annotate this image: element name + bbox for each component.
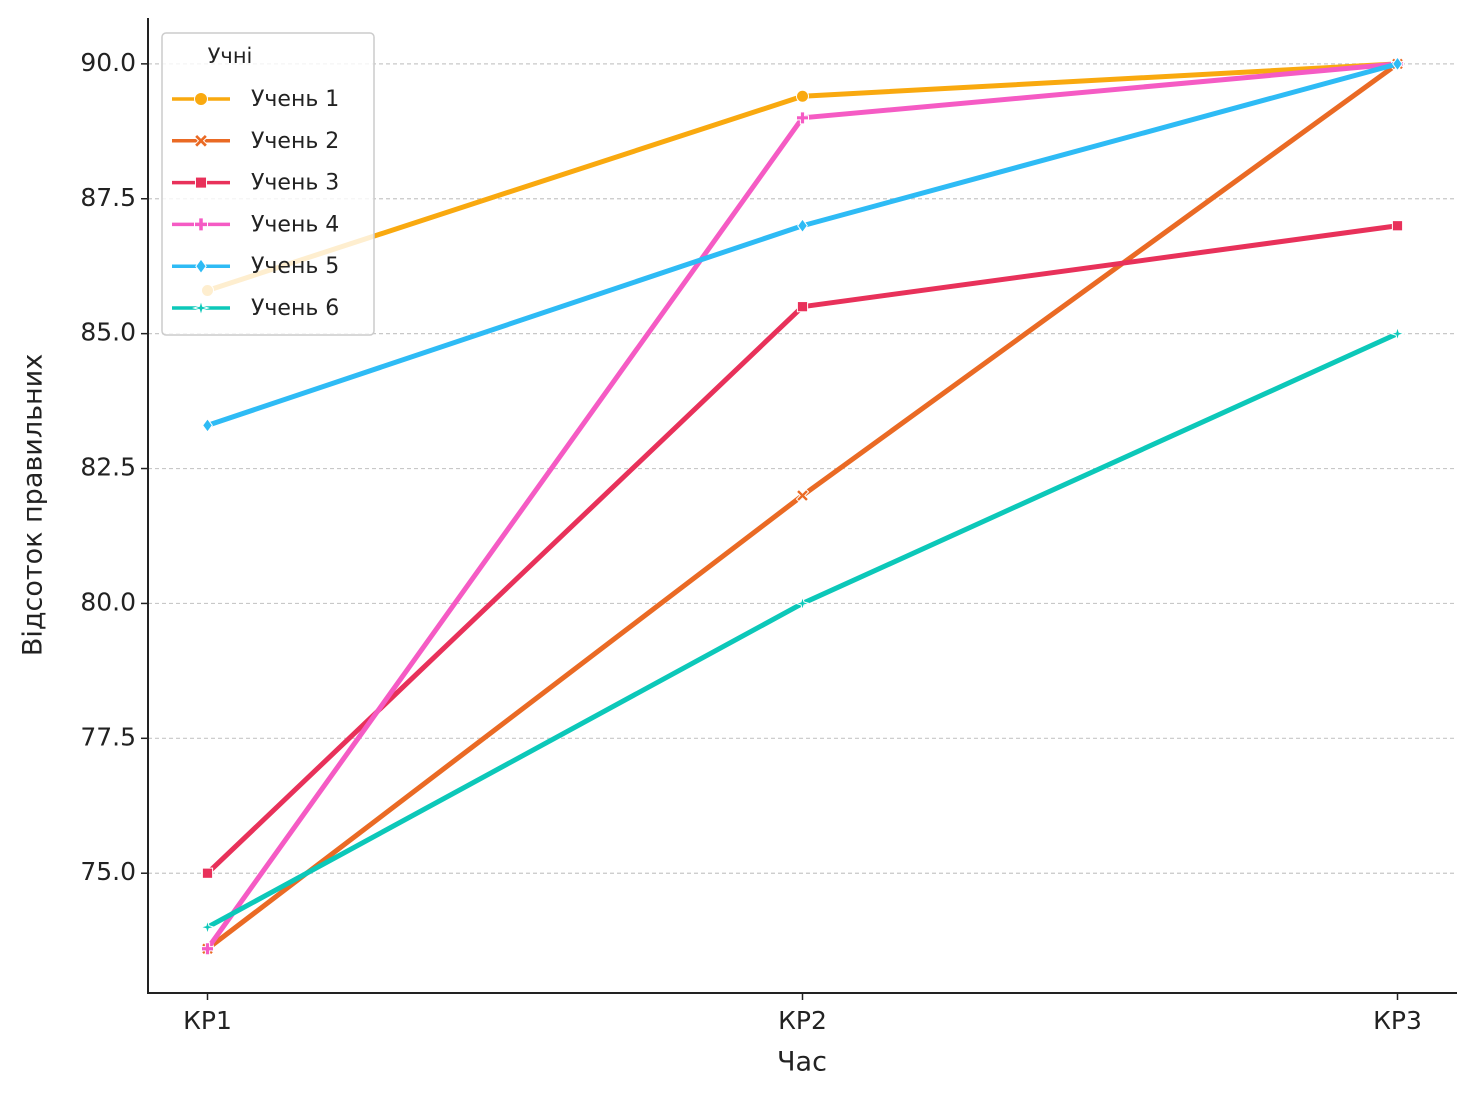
legend-label: Учень 4: [251, 212, 339, 237]
legend-label: Учень 5: [251, 254, 339, 279]
y-tick-label: 90.0: [80, 48, 136, 77]
marker: [201, 867, 214, 879]
marker: [192, 299, 210, 317]
series-line: [205, 61, 1398, 951]
marker: [199, 918, 216, 936]
x-tick-label: КР3: [1373, 1006, 1422, 1035]
x-tick-label: КР1: [183, 1006, 232, 1035]
x-axis-label: Час: [777, 1047, 827, 1078]
series-line: [206, 331, 1399, 930]
legend-title: Учні: [208, 44, 253, 68]
axis-spine: [147, 18, 1457, 994]
y-tick-label: 77.5: [80, 722, 136, 751]
marker: [195, 258, 207, 275]
marker: [194, 176, 208, 189]
legend-label: Учень 2: [251, 129, 339, 154]
marker: [202, 417, 213, 433]
y-tick-label: 87.5: [80, 183, 136, 212]
series-line: [205, 61, 1399, 951]
marker: [796, 111, 809, 125]
series-line: [205, 223, 1398, 876]
marker: [1392, 56, 1403, 72]
y-axis-label: Відсоток правильних: [18, 354, 49, 656]
marker: [194, 92, 208, 106]
marker: [193, 133, 209, 149]
y-tick-label: 80.0: [80, 587, 136, 616]
marker: [797, 218, 808, 234]
y-tick-label: 85.0: [80, 318, 136, 347]
marker: [796, 301, 809, 313]
marker: [1389, 325, 1406, 343]
x-tick-label: КР2: [778, 1006, 827, 1035]
legend-label: Учень 1: [251, 87, 339, 112]
legend-box: [161, 32, 375, 336]
y-tick-label: 82.5: [80, 453, 136, 482]
y-tick-label: 75.0: [80, 857, 136, 886]
legend-label: Учень 3: [251, 171, 339, 196]
marker: [201, 942, 214, 956]
marker: [795, 488, 810, 503]
legend-label: Учень 6: [251, 296, 339, 321]
marker: [796, 89, 809, 103]
marker: [1391, 220, 1404, 232]
marker: [194, 217, 208, 232]
marker: [794, 595, 811, 612]
